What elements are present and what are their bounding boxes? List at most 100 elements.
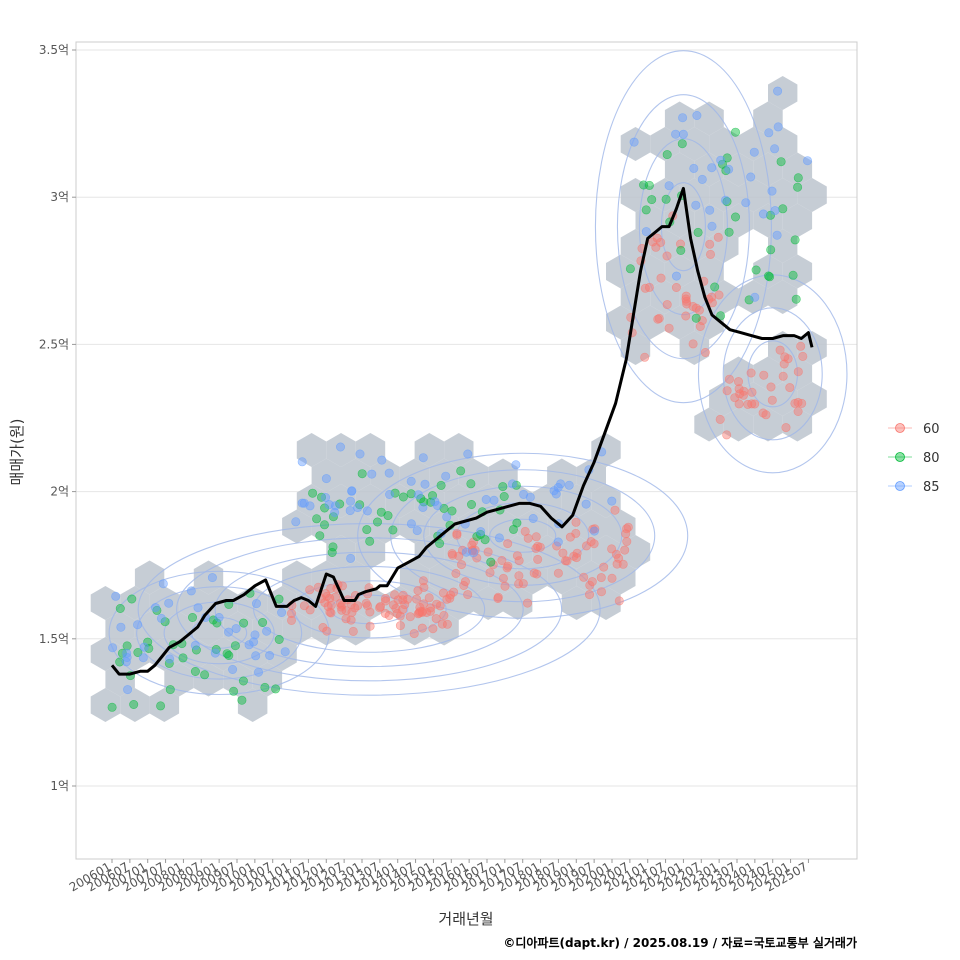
scatter-point-85: [330, 507, 340, 517]
scatter-point-85: [678, 113, 688, 123]
scatter-points: [107, 86, 812, 712]
scatter-point-80: [129, 699, 139, 709]
hexbin-cell: [561, 535, 592, 569]
hexbin-cell: [503, 484, 533, 518]
scatter-point-80: [178, 653, 188, 663]
y-tick-label: 2.5억: [39, 337, 69, 351]
scatter-point-80: [238, 676, 248, 686]
scatter-point-80: [406, 489, 416, 499]
hexbin-cell: [429, 458, 459, 493]
scatter-point-60: [438, 588, 448, 598]
scatter-point-85: [519, 489, 529, 499]
scatter-point-60: [750, 399, 760, 409]
scatter-point-85: [749, 147, 759, 157]
scatter-point-60: [419, 582, 429, 592]
scatter-point-60: [651, 242, 661, 252]
scatter-point-85: [494, 533, 504, 543]
scatter-point-60: [656, 273, 666, 283]
scatter-point-85: [347, 486, 357, 496]
hexbin-cell: [797, 382, 827, 416]
scatter-point-60: [596, 573, 606, 583]
scatter-point-80: [156, 701, 166, 711]
scatter-point-60: [700, 347, 710, 357]
scatter-point-60: [488, 560, 498, 570]
scatter-point-85: [691, 200, 701, 210]
hexbin-cell: [311, 611, 341, 646]
scatter-point-85: [741, 198, 751, 208]
scatter-point-60: [671, 282, 681, 292]
hexbin-cell: [709, 280, 739, 314]
scatter-point-85: [413, 490, 423, 500]
hexbin-cell: [606, 560, 636, 595]
scatter-point-80: [716, 311, 726, 321]
scatter-point-80: [447, 506, 457, 516]
hexbin-cell: [414, 433, 445, 467]
scatter-point-80: [710, 282, 720, 292]
scatter-point-85: [481, 494, 491, 504]
hexbin-cell: [753, 152, 783, 187]
scatter-point-60: [618, 559, 628, 569]
scatter-point-85: [250, 630, 260, 640]
scatter-point-80: [164, 658, 174, 668]
scatter-point-60: [761, 410, 771, 420]
scatter-point-85: [564, 480, 574, 490]
hexbin-cell: [620, 178, 651, 212]
scatter-point-60: [388, 600, 398, 610]
scatter-point-80: [229, 686, 239, 696]
scatter-point-80: [662, 150, 672, 160]
hexbin-cell: [782, 152, 813, 187]
scatter-point-85: [353, 503, 363, 513]
scatter-point-60: [675, 239, 685, 249]
hexbin-cell: [723, 203, 754, 238]
scatter-point-85: [254, 667, 264, 677]
scatter-point-60: [411, 594, 421, 604]
scatter-point-80: [791, 294, 801, 304]
scatter-point-85: [111, 591, 121, 601]
scatter-point-60: [405, 612, 415, 622]
scatter-point-60: [483, 547, 493, 557]
scatter-point-60: [346, 615, 356, 625]
scatter-point-60: [449, 587, 459, 597]
scatter-point-85: [108, 643, 118, 653]
hexbin-cell: [753, 203, 783, 238]
scatter-point-60: [797, 398, 807, 408]
scatter-point-85: [418, 453, 428, 463]
scatter-point-85: [469, 548, 479, 558]
scatter-point-60: [500, 581, 510, 591]
scatter-point-60: [286, 608, 296, 618]
scatter-point-60: [743, 399, 753, 409]
hexbin-cell: [694, 203, 724, 238]
scatter-point-85: [758, 209, 768, 219]
legend-label: 60: [923, 422, 940, 437]
hexbin-cell: [782, 203, 813, 238]
hexbin-cell: [709, 178, 739, 212]
scatter-point-85: [346, 553, 356, 563]
legend-key-marker: [895, 423, 905, 433]
scatter-point-60: [318, 622, 328, 632]
scatter-point-60: [512, 551, 522, 561]
scatter-point-60: [472, 553, 482, 563]
scatter-point-60: [640, 352, 650, 362]
scatter-point-80: [722, 197, 732, 207]
scatter-point-80: [766, 245, 776, 255]
hexbin-cell: [237, 688, 268, 722]
hexbin-cell: [105, 662, 135, 697]
scatter-point-80: [222, 649, 232, 659]
scatter-point-60: [413, 586, 423, 596]
scatter-point-80: [641, 205, 651, 215]
hexbin-cell: [444, 484, 474, 518]
scatter-point-60: [497, 555, 507, 565]
scatter-point-85: [116, 622, 126, 632]
scatter-point-60: [468, 537, 478, 547]
scatter-point-80: [271, 684, 281, 694]
hexbin-cell: [782, 407, 813, 442]
trend-line: [110, 186, 814, 676]
scatter-point-60: [793, 406, 803, 416]
scatter-point-60: [459, 580, 469, 590]
scatter-point-60: [714, 290, 724, 300]
scatter-point-85: [291, 517, 301, 527]
scatter-point-85: [629, 137, 639, 147]
x-axis-title: 거래년월: [438, 910, 493, 928]
scatter-point-80: [647, 195, 657, 205]
scatter-point-60: [614, 596, 624, 606]
